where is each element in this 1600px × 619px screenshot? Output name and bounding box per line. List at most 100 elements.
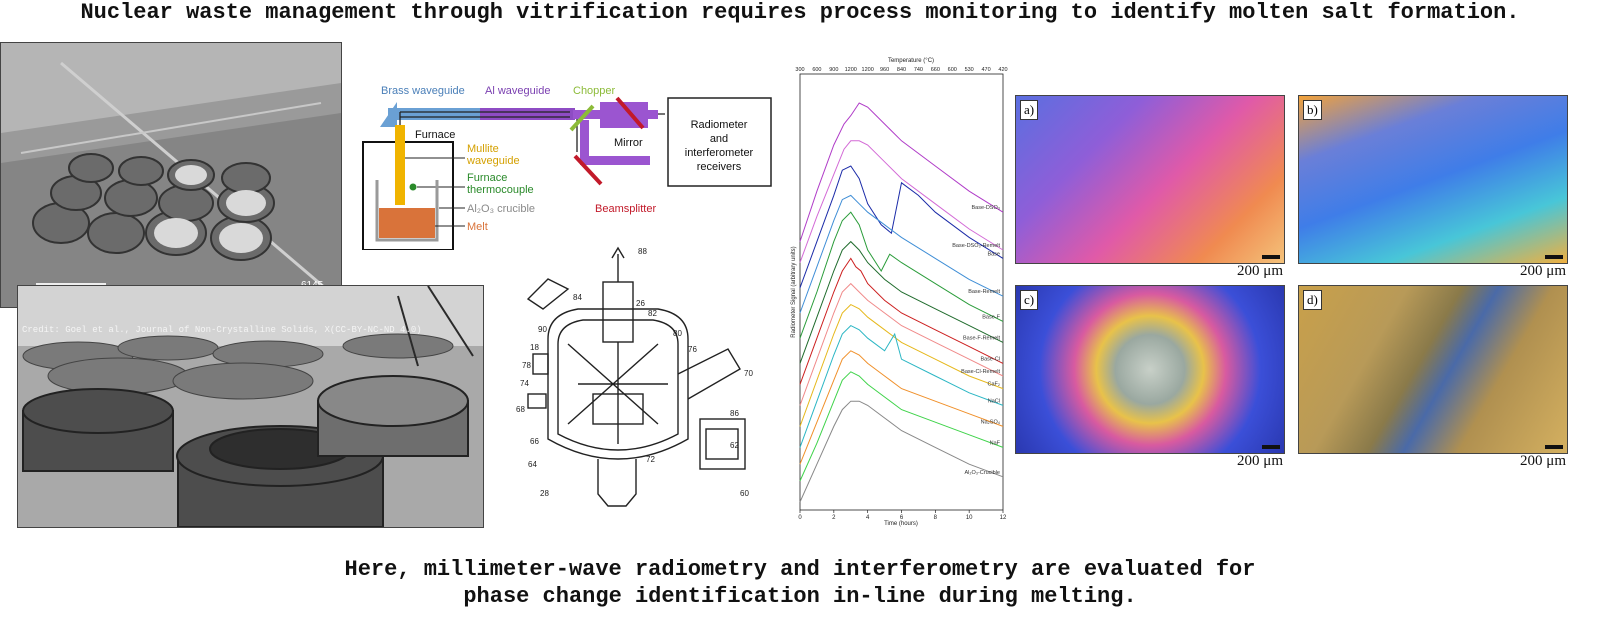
- top-tick-label: 960: [880, 67, 889, 73]
- brass-waveguide-label: Brass waveguide: [381, 85, 465, 97]
- al-waveguide: [480, 108, 575, 120]
- top-tick-label: 1200: [845, 67, 857, 73]
- chopper: [569, 104, 595, 132]
- series-label: Base-F: [982, 314, 1000, 320]
- series-line: [799, 165, 1004, 288]
- radiometer-signal-chart: Temperature (°C) 300 600 900 1200 1200 960 840…: [791, 58, 1008, 527]
- series-line: [799, 282, 1004, 406]
- summary-line-1: Here, millimeter-wave radiometry and int…: [344, 557, 1256, 582]
- mullite-waveguide: [395, 125, 405, 205]
- series-labels: Base-DSO₃ Base-DSO₃-Remelt Base Base-Remelt…: [952, 205, 1001, 476]
- series-line: [799, 303, 1004, 427]
- callout-label: 62: [730, 441, 739, 450]
- callout-label: 90: [538, 325, 547, 334]
- construction-photo-art: Credit: Goel et al., Journal of Non-Crys…: [18, 286, 483, 527]
- series-label: Base-F-Remelt: [963, 335, 1000, 341]
- x-tick-label: 6: [900, 515, 904, 521]
- x-tick-label: 4: [866, 515, 870, 521]
- photo-credit: Credit: Goel et al., Journal of Non-Crys…: [22, 325, 422, 335]
- series-label: NaF: [990, 440, 1001, 446]
- receiver-label-line1: Radiometer: [691, 119, 748, 131]
- melt: [379, 208, 435, 238]
- micrograph-letter: d): [1303, 290, 1322, 310]
- receiver-label-line3: interferometer: [685, 147, 754, 159]
- top-tick-label: 470: [981, 67, 990, 73]
- callout-label: 70: [744, 369, 753, 378]
- receiver-label-line4: receivers: [697, 161, 742, 173]
- callout-label: 66: [530, 437, 539, 446]
- furnace-label: Furnace: [415, 129, 455, 141]
- callout-label: 64: [528, 460, 537, 469]
- callout-label: 88: [638, 247, 647, 256]
- x-axis-label: Time (hours): [884, 521, 918, 527]
- summary-line-2: phase change identification in-line duri…: [463, 584, 1137, 609]
- top-axis-ticks: 300 600 900 1200 1200 960 840 740 660 600 530 470 42…: [795, 67, 1007, 73]
- series-line: [799, 257, 1004, 385]
- series-lines: [799, 102, 1004, 503]
- chopper-label: Chopper: [573, 85, 616, 97]
- top-axis-label: Temperature (°C): [888, 58, 934, 64]
- scale-bar: [1545, 445, 1563, 449]
- top-tick-label: 1200: [862, 67, 874, 73]
- scale-label: 200 μm: [1520, 263, 1566, 279]
- furnace-outline: [362, 141, 454, 250]
- detector-waveguide-down: [580, 120, 589, 162]
- top-tick-label: 840: [897, 67, 906, 73]
- callout-label: 80: [673, 329, 682, 338]
- reactor-callouts: 88 84 26 82 90 80 76 18 78 74 70 68 86 6…: [516, 247, 753, 498]
- series-label: Base-DSO₃-Remelt: [952, 243, 1000, 249]
- callout-label: 84: [573, 293, 582, 302]
- series-label: Base-Cl: [980, 356, 1000, 362]
- micrograph-d: d): [1298, 285, 1568, 454]
- x-tick-label: 0: [798, 515, 802, 521]
- figure-title: Nuclear waste management through vitrifi…: [80, 0, 1520, 25]
- aerial-tank-farm-photo: 6145: [0, 42, 342, 308]
- top-tick-label: 300: [795, 67, 804, 73]
- callout-label: 74: [520, 379, 529, 388]
- scale-label: 200 μm: [1237, 263, 1283, 279]
- series-line: [799, 240, 1004, 364]
- series-line: [799, 324, 1004, 448]
- series-line: [799, 371, 1004, 482]
- micrograph-a: a): [1015, 95, 1285, 264]
- thermocouple: [409, 183, 417, 191]
- beamsplitter: [573, 154, 603, 186]
- x-tick-label: 12: [1000, 515, 1007, 521]
- mullite-label-line2: waveguide: [466, 155, 520, 167]
- thermocouple-label-line2: thermocouple: [467, 184, 534, 196]
- mullite-label-line1: Mullite: [467, 143, 499, 155]
- scale-bar: [1262, 445, 1280, 449]
- crucible-label: Al₂O₃ crucible: [467, 203, 535, 215]
- micrograph-b: b): [1298, 95, 1568, 264]
- beamsplitter-label: Beamsplitter: [595, 203, 656, 215]
- callout-label: 86: [730, 409, 739, 418]
- micrograph-letter: b): [1303, 100, 1322, 120]
- series-label: Base-Cl-Remelt: [961, 369, 1000, 375]
- callout-label: 26: [636, 299, 645, 308]
- x-axis-ticks: 0 2 4 6 8 10 12: [798, 510, 1007, 521]
- x-tick-label: 2: [832, 515, 836, 521]
- scale-bar: [1545, 255, 1563, 259]
- thermocouple-label-line1: Furnace: [467, 172, 507, 184]
- series-line: [799, 194, 1004, 314]
- tank-construction-photo: Credit: Goel et al., Journal of Non-Crys…: [17, 285, 484, 528]
- series-line: [799, 102, 1004, 242]
- top-tick-label: 530: [965, 67, 974, 73]
- reactor-patent-drawing: 88 84 26 82 90 80 76 18 78 74 70 68 86 6…: [516, 246, 753, 507]
- callout-label: 72: [646, 455, 655, 464]
- series-line: [799, 350, 1004, 465]
- series-label: Base-Remelt: [968, 289, 1000, 295]
- top-tick-label: 600: [948, 67, 957, 73]
- measurement-setup-schematic: Brass waveguide Al waveguide Chopper Mir…: [362, 85, 772, 250]
- series-label: NaCl: [988, 398, 1000, 404]
- scale-bar: [1262, 255, 1280, 259]
- x-tick-label: 8: [934, 515, 938, 521]
- brass-waveguide-bend: [380, 102, 397, 127]
- brass-waveguide: [388, 108, 480, 120]
- top-tick-label: 900: [829, 67, 838, 73]
- aerial-photo-art: 6145: [1, 43, 341, 307]
- scale-label: 200 μm: [1237, 453, 1283, 469]
- series-label: Base: [987, 251, 1000, 257]
- receiver-label-line2: and: [710, 133, 728, 145]
- top-tick-label: 660: [931, 67, 940, 73]
